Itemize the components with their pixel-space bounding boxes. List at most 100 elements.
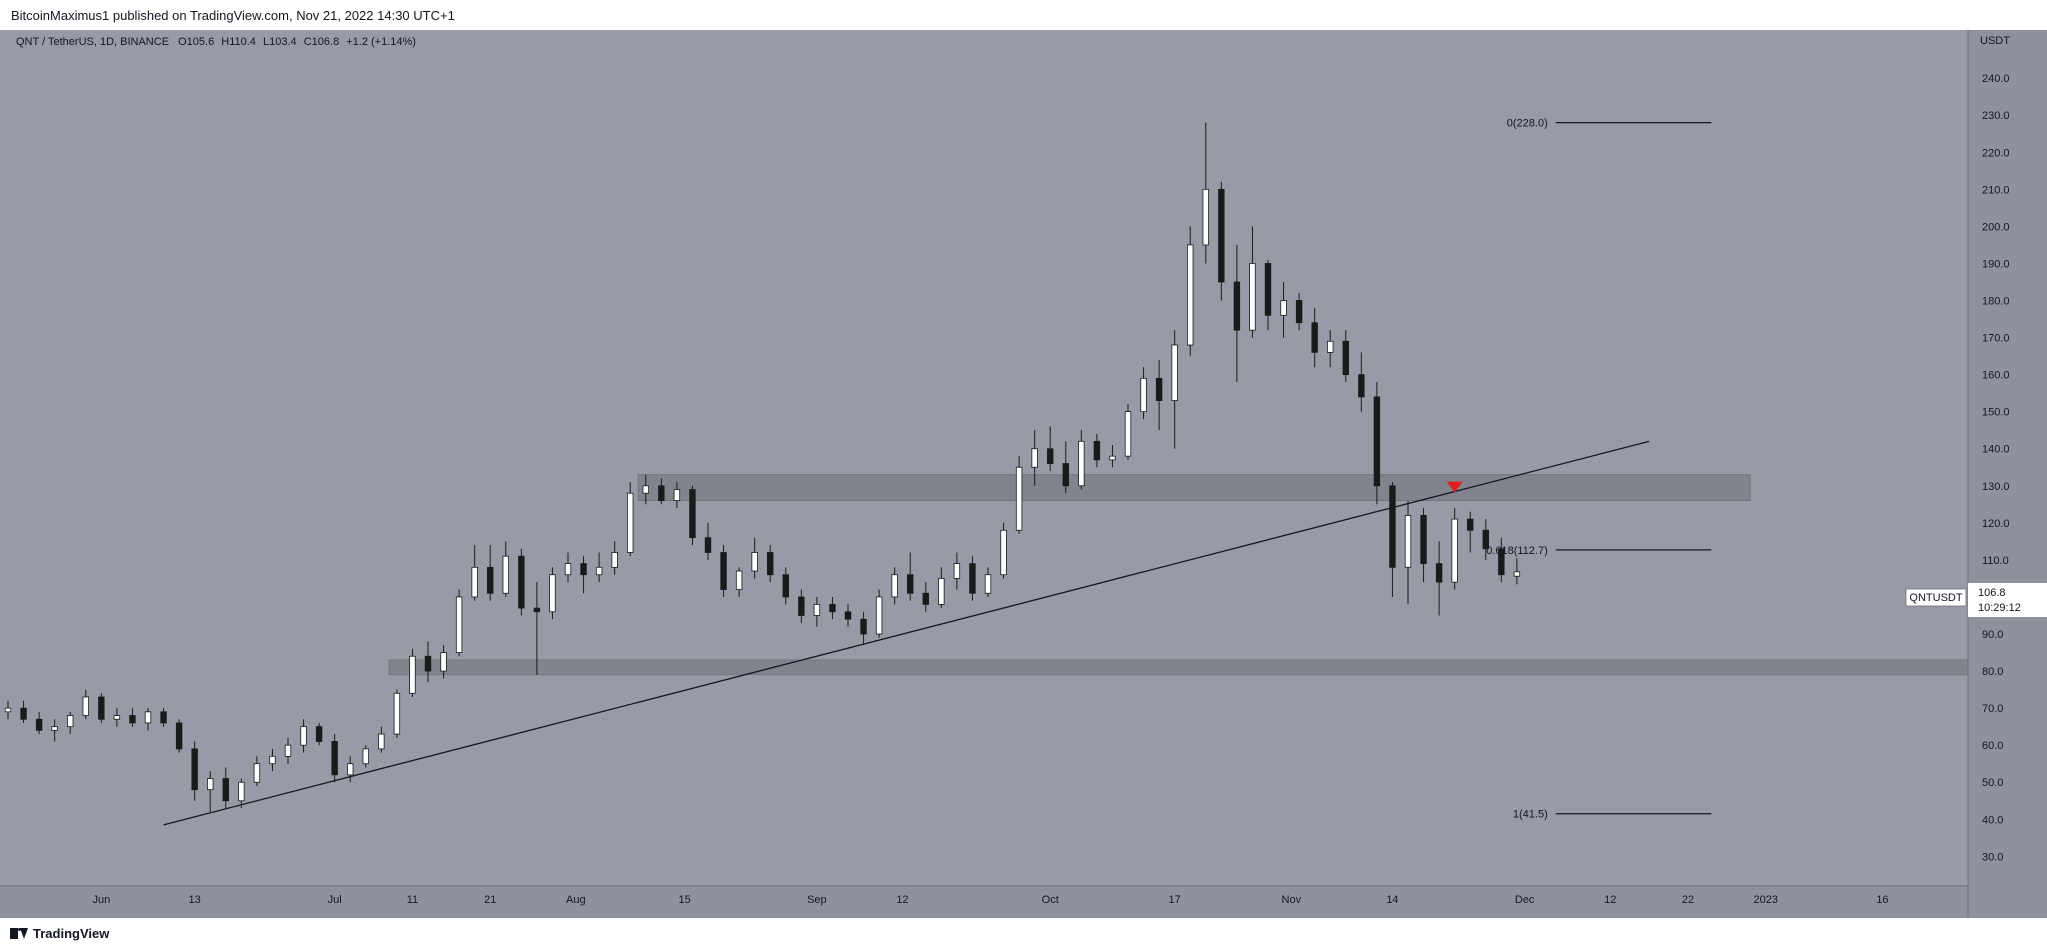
candle[interactable] [720, 545, 727, 597]
candle[interactable] [829, 596, 836, 620]
ascending-trendline[interactable] [163, 440, 1650, 826]
candle[interactable] [175, 719, 183, 753]
candle[interactable] [1109, 445, 1116, 468]
candle[interactable] [751, 537, 758, 579]
candle[interactable] [549, 567, 556, 620]
candle[interactable] [642, 474, 649, 505]
candle[interactable] [1482, 519, 1489, 560]
candle[interactable] [1295, 293, 1303, 331]
candle[interactable] [284, 737, 292, 764]
candle[interactable] [1498, 537, 1505, 583]
candle[interactable] [798, 589, 805, 623]
candle[interactable] [300, 719, 307, 753]
chart-area[interactable]: USDT QNT / TetherUS, 1D, BINANCE O105.6 … [0, 30, 2047, 918]
range-zone[interactable] [637, 474, 1751, 502]
candle[interactable] [222, 767, 229, 809]
candle[interactable] [1093, 433, 1101, 468]
candle[interactable] [907, 552, 914, 601]
candle[interactable] [704, 522, 712, 560]
price-axis[interactable] [1968, 30, 2047, 918]
candle[interactable] [533, 582, 541, 675]
candle[interactable] [1155, 359, 1163, 431]
candle[interactable] [191, 741, 198, 801]
candle[interactable] [331, 734, 338, 783]
candle[interactable] [689, 485, 696, 546]
candle[interactable] [347, 756, 354, 783]
candle[interactable] [409, 648, 416, 698]
candle[interactable] [1404, 500, 1412, 605]
candle[interactable] [129, 708, 136, 727]
candle[interactable] [767, 545, 774, 583]
candle[interactable] [315, 722, 323, 746]
candle[interactable] [362, 745, 369, 768]
candle[interactable] [113, 708, 121, 727]
candle[interactable] [455, 589, 463, 657]
candle[interactable] [611, 541, 618, 575]
candle[interactable] [1280, 281, 1287, 338]
candle[interactable] [4, 700, 12, 720]
candle[interactable] [1311, 307, 1318, 368]
candle[interactable] [1358, 352, 1365, 412]
candle[interactable] [424, 641, 432, 683]
candle[interactable] [502, 541, 509, 597]
candle[interactable] [1124, 404, 1132, 460]
candle[interactable] [1249, 226, 1256, 338]
candle[interactable] [673, 482, 681, 509]
candle[interactable] [860, 611, 867, 646]
candle[interactable] [1078, 430, 1085, 490]
candle[interactable] [891, 567, 898, 605]
candle[interactable] [1233, 244, 1241, 383]
time-axis[interactable] [0, 886, 1968, 918]
candle[interactable] [984, 567, 992, 597]
candle[interactable] [20, 700, 27, 723]
candle[interactable] [595, 552, 603, 583]
candle[interactable] [969, 556, 976, 601]
candle[interactable] [1218, 181, 1225, 301]
candle[interactable] [51, 719, 58, 742]
candle[interactable] [1015, 456, 1023, 534]
range-zone[interactable] [388, 659, 1969, 676]
candle[interactable] [1467, 511, 1474, 553]
candle[interactable] [1047, 426, 1054, 471]
candle[interactable] [1140, 367, 1147, 420]
candle[interactable] [813, 596, 821, 627]
candle[interactable] [144, 708, 152, 731]
candle[interactable] [1327, 330, 1334, 368]
tradingview-logo[interactable]: TradingView [10, 926, 109, 941]
candle[interactable] [160, 708, 167, 727]
candle[interactable] [953, 552, 961, 590]
candle[interactable] [1000, 522, 1007, 579]
candle[interactable] [580, 556, 587, 594]
candle[interactable] [1342, 330, 1349, 383]
candle[interactable] [844, 604, 852, 627]
candle[interactable] [658, 478, 665, 505]
candle[interactable] [1451, 508, 1458, 590]
candle[interactable] [487, 545, 494, 601]
candle[interactable] [875, 589, 883, 638]
candle[interactable] [471, 545, 478, 601]
candle[interactable] [1187, 226, 1194, 357]
candle[interactable] [253, 756, 261, 786]
candle[interactable] [82, 689, 89, 720]
candle[interactable] [922, 582, 929, 612]
candle[interactable] [1062, 441, 1069, 494]
candle[interactable] [67, 711, 74, 735]
candle[interactable] [518, 548, 525, 616]
candle[interactable] [98, 693, 105, 723]
candlestick-chart[interactable]: USDT QNT / TetherUS, 1D, BINANCE O105.6 … [0, 30, 2047, 918]
candle[interactable] [269, 748, 276, 772]
candle[interactable] [1264, 259, 1272, 331]
candle[interactable] [1031, 430, 1038, 486]
candle[interactable] [1513, 558, 1521, 585]
candle[interactable] [207, 771, 214, 812]
candle[interactable] [1373, 382, 1381, 505]
candle[interactable] [1435, 541, 1443, 616]
candle[interactable] [938, 567, 945, 609]
candle[interactable] [1389, 482, 1396, 597]
candle[interactable] [1420, 508, 1427, 583]
candle[interactable] [1171, 330, 1178, 449]
candle[interactable] [1202, 122, 1209, 264]
down-arrow-marker[interactable] [1446, 481, 1463, 493]
candle[interactable] [627, 482, 634, 557]
candle[interactable] [35, 711, 43, 735]
